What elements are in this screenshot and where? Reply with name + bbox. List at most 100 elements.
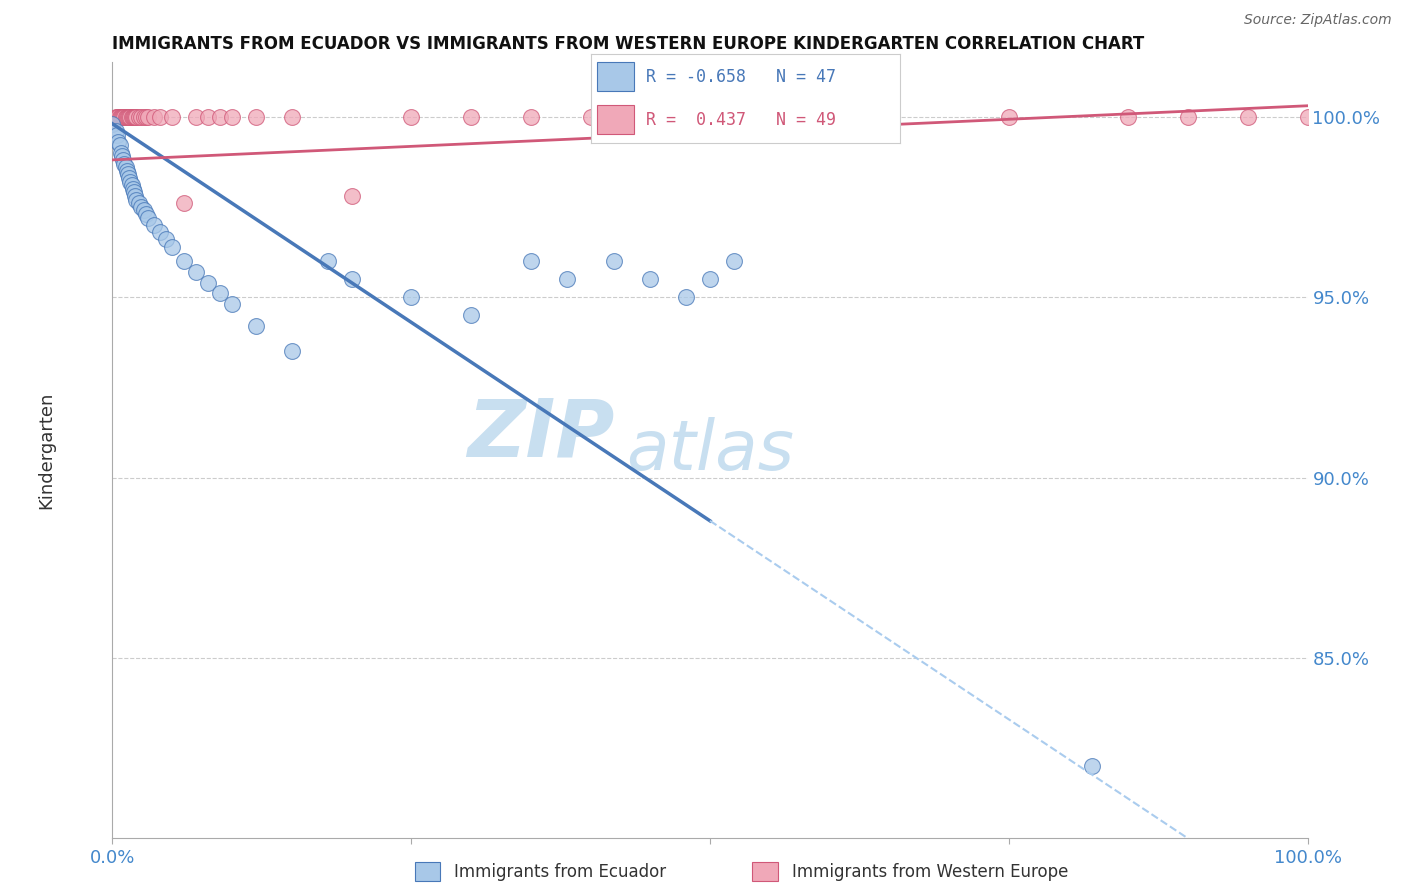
- Point: [162, 110, 183, 124]
- Point: [125, 110, 148, 124]
- Point: [401, 110, 423, 124]
- Point: [120, 175, 142, 189]
- Point: [122, 186, 145, 200]
- Point: [155, 232, 177, 246]
- Point: [114, 110, 135, 124]
- Point: [138, 211, 160, 225]
- Point: [555, 272, 578, 286]
- Point: [209, 110, 232, 124]
- Point: [149, 110, 172, 124]
- Point: [281, 110, 304, 124]
- Point: [1296, 110, 1319, 124]
- Point: [173, 254, 195, 268]
- Text: R =  0.437   N = 49: R = 0.437 N = 49: [647, 111, 837, 128]
- Point: [186, 265, 208, 279]
- Point: [111, 149, 134, 163]
- Point: [579, 110, 602, 124]
- Point: [340, 189, 363, 203]
- Point: [135, 207, 157, 221]
- Point: [121, 110, 143, 124]
- Point: [121, 110, 143, 124]
- Point: [675, 290, 697, 304]
- Point: [118, 170, 141, 185]
- Point: [149, 225, 172, 239]
- Point: [162, 239, 183, 253]
- Point: [998, 110, 1021, 124]
- Point: [129, 110, 152, 124]
- Point: [105, 110, 128, 124]
- Point: [117, 167, 139, 181]
- Point: [281, 344, 304, 359]
- Point: [111, 110, 134, 124]
- Point: [640, 110, 662, 124]
- Point: [114, 160, 136, 174]
- Point: [699, 272, 721, 286]
- Point: [108, 110, 131, 124]
- Text: Immigrants from Western Europe: Immigrants from Western Europe: [792, 863, 1069, 881]
- Point: [221, 297, 243, 311]
- Point: [114, 156, 135, 170]
- Point: [401, 290, 423, 304]
- Point: [128, 110, 150, 124]
- Point: [197, 110, 219, 124]
- Point: [1237, 110, 1260, 124]
- Point: [121, 178, 143, 193]
- Point: [209, 286, 232, 301]
- Point: [112, 110, 135, 124]
- Bar: [596, 62, 634, 91]
- Point: [340, 272, 363, 286]
- Point: [104, 113, 127, 128]
- Text: Immigrants from Ecuador: Immigrants from Ecuador: [454, 863, 666, 881]
- Point: [132, 203, 155, 218]
- Point: [121, 182, 143, 196]
- Point: [105, 124, 128, 138]
- Point: [245, 110, 267, 124]
- Point: [115, 163, 138, 178]
- Point: [138, 110, 160, 124]
- Point: [879, 110, 901, 124]
- Point: [759, 110, 782, 124]
- Point: [1081, 759, 1104, 773]
- Point: [110, 145, 132, 160]
- Point: [114, 110, 136, 124]
- Point: [143, 218, 166, 232]
- Text: atlas: atlas: [627, 417, 794, 484]
- Text: IMMIGRANTS FROM ECUADOR VS IMMIGRANTS FROM WESTERN EUROPE KINDERGARTEN CORRELATI: IMMIGRANTS FROM ECUADOR VS IMMIGRANTS FR…: [112, 35, 1144, 53]
- Point: [197, 276, 219, 290]
- Point: [105, 128, 128, 142]
- Point: [520, 254, 543, 268]
- Point: [117, 110, 139, 124]
- Point: [143, 110, 166, 124]
- Point: [120, 110, 142, 124]
- Point: [460, 110, 482, 124]
- Point: [107, 135, 129, 149]
- Point: [105, 110, 128, 124]
- Text: R = -0.658   N = 47: R = -0.658 N = 47: [647, 68, 837, 86]
- Point: [603, 254, 626, 268]
- Point: [112, 153, 135, 167]
- Point: [128, 196, 150, 211]
- Point: [186, 110, 208, 124]
- Point: [107, 110, 129, 124]
- Point: [245, 318, 267, 333]
- Point: [316, 254, 339, 268]
- Point: [640, 272, 662, 286]
- Point: [723, 254, 745, 268]
- Point: [101, 117, 124, 131]
- Point: [221, 110, 243, 124]
- Point: [124, 110, 146, 124]
- Point: [520, 110, 543, 124]
- Point: [118, 110, 141, 124]
- Point: [101, 117, 124, 131]
- Point: [1118, 110, 1140, 124]
- Bar: [596, 105, 634, 134]
- Point: [1177, 110, 1199, 124]
- Point: [108, 138, 131, 153]
- Point: [124, 189, 146, 203]
- Point: [115, 110, 138, 124]
- Point: [460, 308, 482, 322]
- Point: [173, 196, 195, 211]
- Point: [132, 110, 155, 124]
- Point: [125, 193, 148, 207]
- Text: ZIP: ZIP: [467, 396, 614, 474]
